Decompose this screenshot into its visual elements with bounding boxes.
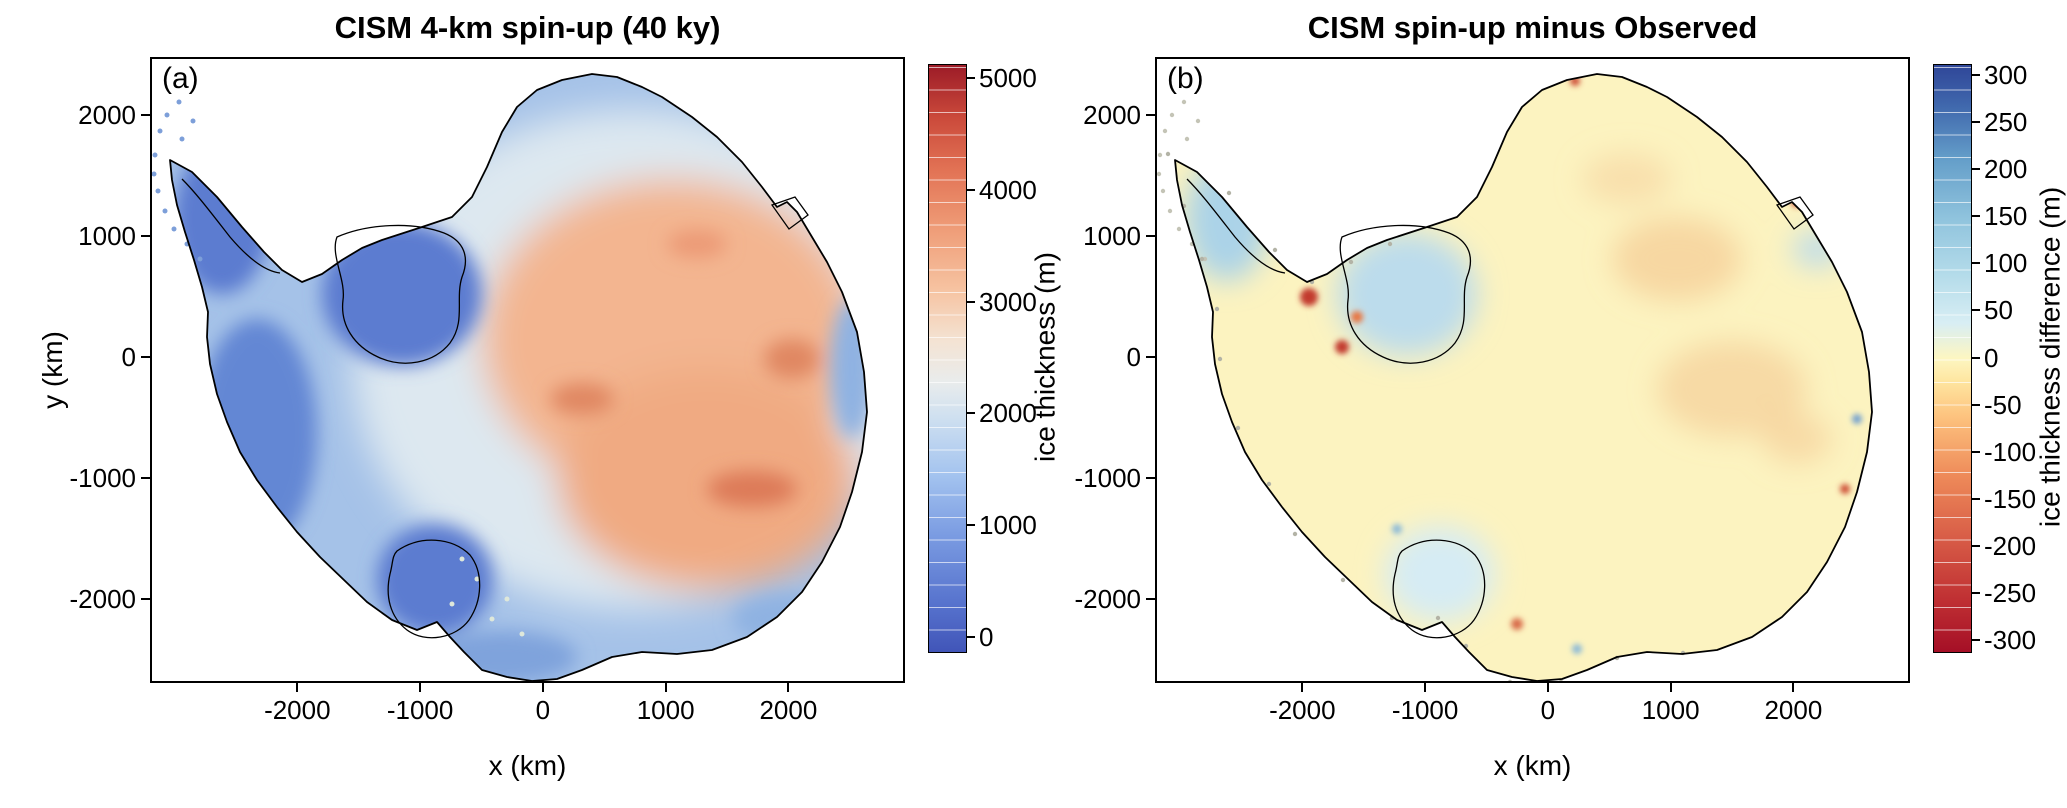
y-tick-mark (141, 356, 150, 359)
colorbar-tick-label: -100 (1984, 436, 2037, 467)
colorbar-tick-label: 3000 (979, 286, 1037, 317)
y-tick-label: -2000 (1074, 584, 1142, 615)
colorbar-tick-label: 4000 (979, 174, 1037, 205)
y-tick-label: 0 (121, 342, 136, 373)
x-tick-label: 0 (535, 695, 551, 725)
y-tick-mark (141, 114, 150, 117)
colorbar-tick-mark (1972, 450, 1980, 453)
panel-letter-b: (b) (1167, 62, 1204, 95)
colorbar-tick-label: -200 (1984, 530, 2037, 561)
plot-area-b (1155, 57, 1910, 683)
x-tick-mark (1301, 683, 1304, 692)
colorbar-tick-label: 0 (979, 622, 994, 653)
colorbar-tick-mark (967, 188, 975, 191)
colorbar-tick-label: 5000 (979, 62, 1037, 93)
x-tick-mark (1792, 683, 1795, 692)
colorbar-tick-mark (1972, 168, 1980, 171)
y-tick-label: 0 (1126, 342, 1141, 373)
colorbar-tick-mark (967, 300, 975, 303)
y-tick-mark (1146, 356, 1155, 359)
x-tick-label: -2000 (1269, 695, 1336, 725)
x-tick-mark (419, 683, 422, 692)
y-tick-mark (141, 477, 150, 480)
colorbar-tick-mark (1972, 262, 1980, 265)
y-tick-label: 2000 (1083, 100, 1141, 131)
panel-b-title: CISM spin-up minus Observed (1307, 10, 1758, 45)
x-axis-label-a: x (km) (488, 750, 567, 781)
x-tick-mark (787, 683, 790, 692)
colorbar-tick-label: 150 (1984, 201, 2028, 232)
x-tick-label: 2000 (1764, 695, 1823, 725)
x-tick-mark (1546, 683, 1549, 692)
colorbar-tick-mark (1972, 356, 1980, 359)
y-tick-mark (141, 598, 150, 601)
x-tick-mark (1424, 683, 1427, 692)
colorbar-tick-mark (1972, 638, 1980, 641)
y-tick-mark (1146, 114, 1155, 117)
colorbar-tick-label: 0 (1984, 342, 1999, 373)
x-tick-label: -2000 (264, 695, 331, 725)
colorbar-tick-label: 250 (1984, 107, 2028, 138)
x-axis-label-b: x (km) (1493, 750, 1572, 781)
colorbar-tick-label: 2000 (979, 398, 1037, 429)
colorbar-tick-label: 300 (1984, 60, 2028, 91)
colorbar-tick-mark (1972, 74, 1980, 77)
x-tick-mark (296, 683, 299, 692)
antarctica-map-b (1157, 73, 1873, 681)
colorbar-tick-mark (1972, 215, 1980, 218)
colorbar-tick-mark (967, 636, 975, 639)
colorbar-tick-label: 1000 (979, 510, 1037, 541)
y-tick-label: 2000 (78, 100, 136, 131)
x-tick-mark (664, 683, 667, 692)
y-tick-label: -1000 (69, 463, 137, 494)
panel-b: CISM spin-up minus Observed (b) x (km) i… (1005, 0, 2067, 808)
colorbar-tick-mark (1972, 403, 1980, 406)
colorbar-segments (929, 65, 966, 652)
colorbar-tick-mark (1972, 591, 1980, 594)
plot-area-a (150, 57, 905, 683)
colorbar-tick-mark (1972, 309, 1980, 312)
colorbar-tick-mark (1972, 497, 1980, 500)
x-tick-label: -1000 (386, 695, 454, 725)
panel-a: CISM 4-km spin-up (40 ky) y (km) (a) x (… (37, 10, 1061, 781)
x-tick-label: 0 (1540, 695, 1556, 725)
y-tick-label: 1000 (78, 221, 136, 252)
colorbar-tick-label: -50 (1984, 389, 2022, 420)
colorbar-tick-mark (967, 524, 975, 527)
colorbar-tick-label: -250 (1984, 577, 2037, 608)
y-tick-mark (1146, 477, 1155, 480)
panel-a-title: CISM 4-km spin-up (40 ky) (334, 10, 721, 45)
y-tick-label: 1000 (1083, 221, 1141, 252)
colorbar-tick-label: 100 (1984, 248, 2028, 279)
colorbar-tick-mark (1972, 544, 1980, 547)
colorbar-tick-label: 200 (1984, 154, 2028, 185)
colorbar-b (1933, 64, 1972, 653)
x-tick-label: 1000 (1641, 695, 1700, 725)
y-tick-mark (141, 235, 150, 238)
panel-letter-a: (a) (162, 62, 199, 95)
colorbar-tick-label: -150 (1984, 483, 2037, 514)
colorbar-tick-label: 50 (1984, 295, 2013, 326)
x-tick-label: 2000 (759, 695, 818, 725)
y-tick-mark (1146, 598, 1155, 601)
x-tick-mark (1669, 683, 1672, 692)
colorbar-segments (1934, 65, 1971, 652)
colorbar-tick-mark (967, 76, 975, 79)
colorbar-tick-mark (967, 412, 975, 415)
x-tick-label: 1000 (636, 695, 695, 725)
colorbar-tick-label: -300 (1984, 624, 2037, 655)
y-tick-label: -1000 (1074, 463, 1142, 494)
x-tick-mark (541, 683, 544, 692)
y-tick-mark (1146, 235, 1155, 238)
colorbar-tick-mark (1972, 121, 1980, 124)
antarctica-map-a (152, 73, 868, 681)
colorbar-a (928, 64, 967, 653)
x-tick-label: -1000 (1391, 695, 1459, 725)
y-tick-label: -2000 (69, 584, 137, 615)
